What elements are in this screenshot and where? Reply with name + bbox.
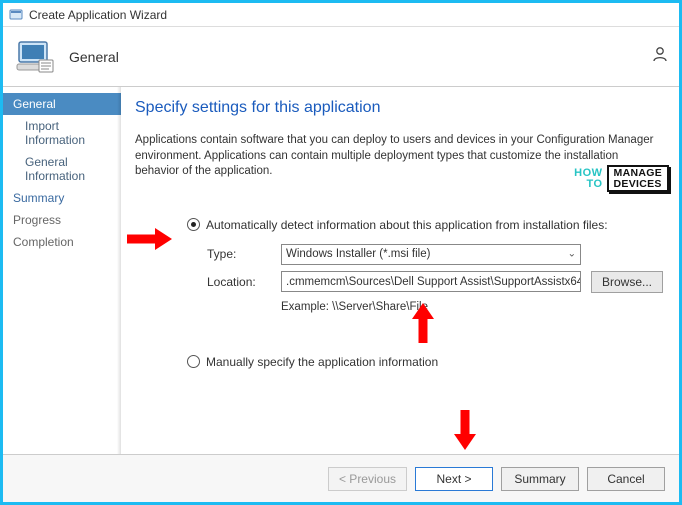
- location-input-value: .cmmemcm\Sources\Dell Support Assist\Sup…: [286, 276, 581, 288]
- arrow-right-icon: [125, 227, 173, 251]
- body: General Import Information General Infor…: [3, 87, 679, 454]
- header: General: [3, 27, 679, 87]
- window-title: Create Application Wizard: [29, 8, 167, 22]
- sidebar: General Import Information General Infor…: [3, 87, 121, 454]
- sidebar-item-general[interactable]: General: [3, 93, 121, 115]
- location-example: Example: \\Server\Share\File: [281, 301, 581, 313]
- watermark-devices: DEVICES: [614, 179, 662, 190]
- sidebar-item-import-information[interactable]: Import Information: [3, 115, 121, 151]
- watermark-how: HOW: [574, 168, 602, 179]
- watermark: HOW TO MANAGE DEVICES: [574, 165, 669, 192]
- radio-manual-row[interactable]: Manually specify the application informa…: [187, 355, 663, 369]
- radio-auto-detect[interactable]: [187, 218, 200, 231]
- type-select-value: Windows Installer (*.msi file): [286, 248, 430, 260]
- sidebar-item-completion[interactable]: Completion: [3, 231, 121, 253]
- summary-button[interactable]: Summary: [501, 467, 579, 491]
- sidebar-item-general-information[interactable]: General Information: [3, 151, 121, 187]
- app-icon: [9, 8, 23, 22]
- watermark-to: TO: [586, 179, 602, 190]
- browse-button[interactable]: Browse...: [591, 271, 663, 293]
- content-heading: Specify settings for this application: [135, 99, 663, 117]
- footer: < Previous Next > Summary Cancel: [3, 454, 679, 502]
- form-grid: Type: Windows Installer (*.msi file) ⌄ L…: [207, 244, 663, 313]
- radio-auto-detect-row[interactable]: Automatically detect information about t…: [187, 218, 663, 232]
- user-icon: [651, 45, 669, 66]
- wizard-window: Create Application Wizard General: [0, 0, 682, 505]
- watermark-manage: MANAGE: [614, 168, 662, 179]
- previous-button: < Previous: [328, 467, 407, 491]
- computer-icon: [15, 36, 57, 78]
- next-button[interactable]: Next >: [415, 467, 493, 491]
- radio-auto-detect-label: Automatically detect information about t…: [206, 218, 608, 232]
- chevron-down-icon: ⌄: [568, 249, 576, 260]
- radio-manual-label: Manually specify the application informa…: [206, 355, 438, 369]
- location-input[interactable]: .cmmemcm\Sources\Dell Support Assist\Sup…: [281, 271, 581, 292]
- location-label: Location:: [207, 275, 271, 289]
- content: Specify settings for this application Ap…: [121, 87, 679, 454]
- header-title: General: [69, 49, 119, 65]
- sidebar-item-progress[interactable]: Progress: [3, 209, 121, 231]
- cancel-button[interactable]: Cancel: [587, 467, 665, 491]
- radio-manual[interactable]: [187, 355, 200, 368]
- type-label: Type:: [207, 247, 271, 261]
- sidebar-item-summary[interactable]: Summary: [3, 187, 121, 209]
- type-select[interactable]: Windows Installer (*.msi file) ⌄: [281, 244, 581, 265]
- titlebar: Create Application Wizard: [3, 3, 679, 27]
